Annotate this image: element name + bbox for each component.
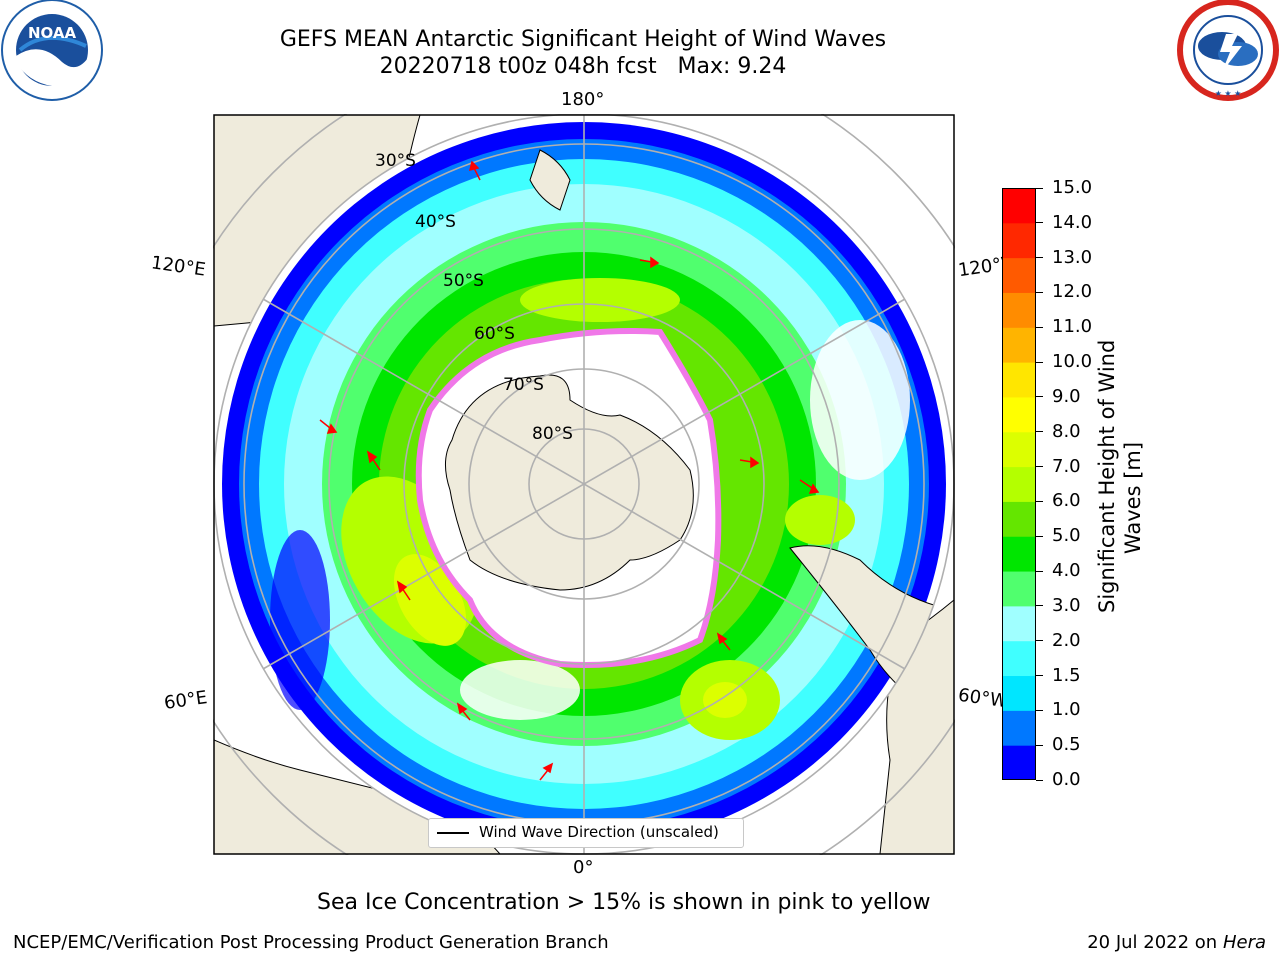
lat-label-80s: 80°S [532, 424, 573, 444]
lon-label-0: 0° [573, 857, 594, 878]
lat-label-70s: 70°S [503, 375, 544, 395]
colorbar-band [1002, 640, 1036, 677]
colorbar-tick-label: 15.0 [1052, 177, 1093, 198]
colorbar-label-line1: Significant Height of Wind [1095, 339, 1119, 613]
colorbar-frame [1002, 188, 1036, 780]
legend-label: Wind Wave Direction (unscaled) [479, 823, 719, 841]
colorbar-band [1002, 501, 1036, 537]
colorbar-tick-label: 0.5 [1052, 734, 1081, 756]
footer-left: NCEP/EMC/Verification Post Processing Pr… [13, 932, 609, 953]
colorbar-tick-mark [1036, 500, 1043, 502]
polar-map [143, 43, 1025, 925]
colorbar-tick-label: 8.0 [1052, 420, 1081, 442]
colorbar [1002, 188, 1036, 781]
colorbar-tick-label: 3.0 [1052, 594, 1081, 616]
footer-date: 20 Jul 2022 on [1087, 932, 1223, 953]
colorbar-tick-mark [1036, 291, 1043, 293]
colorbar-tick-label: 10.0 [1052, 351, 1093, 373]
colorbar-tick-mark [1036, 709, 1043, 711]
colorbar-tick-label: 0.0 [1052, 769, 1081, 790]
colorbar-band [1002, 466, 1036, 502]
lon-label-60e: 60°E [162, 687, 209, 714]
svg-text:NOAA: NOAA [28, 24, 77, 42]
chart-subtitle: 20220718 t00z 048h fcst Max: 9.24 [379, 54, 787, 79]
colorbar-band [1002, 327, 1036, 363]
colorbar-tick-mark [1036, 361, 1043, 363]
colorbar-tick-mark [1036, 535, 1043, 537]
colorbar-band [1002, 188, 1036, 224]
noaa-logo: NOAA [0, 0, 104, 104]
sea-ice-caption: Sea Ice Concentration > 15% is shown in … [317, 890, 931, 915]
colorbar-band [1002, 710, 1036, 746]
colorbar-band [1002, 431, 1036, 468]
lon-label-180: 180° [561, 89, 605, 110]
colorbar-tick-label: 14.0 [1052, 211, 1093, 233]
legend-line-swatch [437, 832, 469, 834]
colorbar-tick-mark [1036, 257, 1043, 259]
colorbar-tick-mark [1036, 466, 1043, 468]
nws-logo: ★ ★ ★ [1176, 0, 1280, 104]
colorbar-tick-label: 5.0 [1052, 525, 1081, 547]
colorbar-band [1002, 536, 1036, 572]
colorbar-tick-label: 6.0 [1052, 490, 1081, 512]
chart-title: GEFS MEAN Antarctic Significant Height o… [279, 27, 887, 52]
colorbar-label: Significant Height of Wind Waves [m] [1094, 339, 1146, 613]
colorbar-tick-label: 9.0 [1052, 385, 1081, 407]
colorbar-band [1002, 571, 1036, 607]
lon-label-120e: 120°E [149, 252, 207, 281]
colorbar-tick-mark [1036, 675, 1043, 677]
colorbar-label-line2: Waves [m] [1121, 441, 1145, 555]
colorbar-tick-mark [1036, 570, 1043, 572]
colorbar-tick-mark [1036, 222, 1043, 224]
lat-label-50s: 50°S [443, 271, 484, 291]
colorbar-tick-label: 7.0 [1052, 455, 1081, 477]
colorbar-tick-mark [1036, 779, 1043, 781]
lat-label-60s: 60°S [474, 324, 515, 344]
lat-label-30s: 30°S [375, 151, 416, 171]
colorbar-band [1002, 257, 1036, 293]
map-legend: Wind Wave Direction (unscaled) [428, 818, 744, 848]
colorbar-band [1002, 605, 1036, 642]
colorbar-tick-label: 4.0 [1052, 560, 1081, 582]
footer-host: Hera [1222, 932, 1266, 953]
colorbar-tick-label: 1.5 [1052, 664, 1081, 686]
colorbar-tick-mark [1036, 431, 1043, 433]
wind-wave-arrows [319, 160, 820, 781]
colorbar-band [1002, 362, 1036, 398]
lat-label-40s: 40°S [415, 212, 456, 232]
colorbar-tick-label: 13.0 [1052, 246, 1093, 268]
svg-text:★ ★ ★: ★ ★ ★ [1215, 89, 1242, 98]
colorbar-band [1002, 675, 1036, 711]
colorbar-band [1002, 745, 1036, 781]
colorbar-tick-label: 2.0 [1052, 629, 1081, 651]
colorbar-tick-mark [1036, 187, 1043, 189]
colorbar-tick-label: 11.0 [1052, 316, 1093, 338]
colorbar-tick-mark [1036, 605, 1043, 607]
colorbar-tick-mark [1036, 744, 1043, 746]
colorbar-tick-label: 1.0 [1052, 699, 1081, 721]
colorbar-tick-mark [1036, 640, 1043, 642]
colorbar-tick-mark [1036, 396, 1043, 398]
colorbar-band [1002, 222, 1036, 259]
footer-right: 20 Jul 2022 on Hera [1087, 932, 1266, 953]
colorbar-tick-label: 12.0 [1052, 281, 1093, 303]
colorbar-band [1002, 396, 1036, 433]
colorbar-tick-mark [1036, 326, 1043, 328]
colorbar-band [1002, 292, 1036, 328]
